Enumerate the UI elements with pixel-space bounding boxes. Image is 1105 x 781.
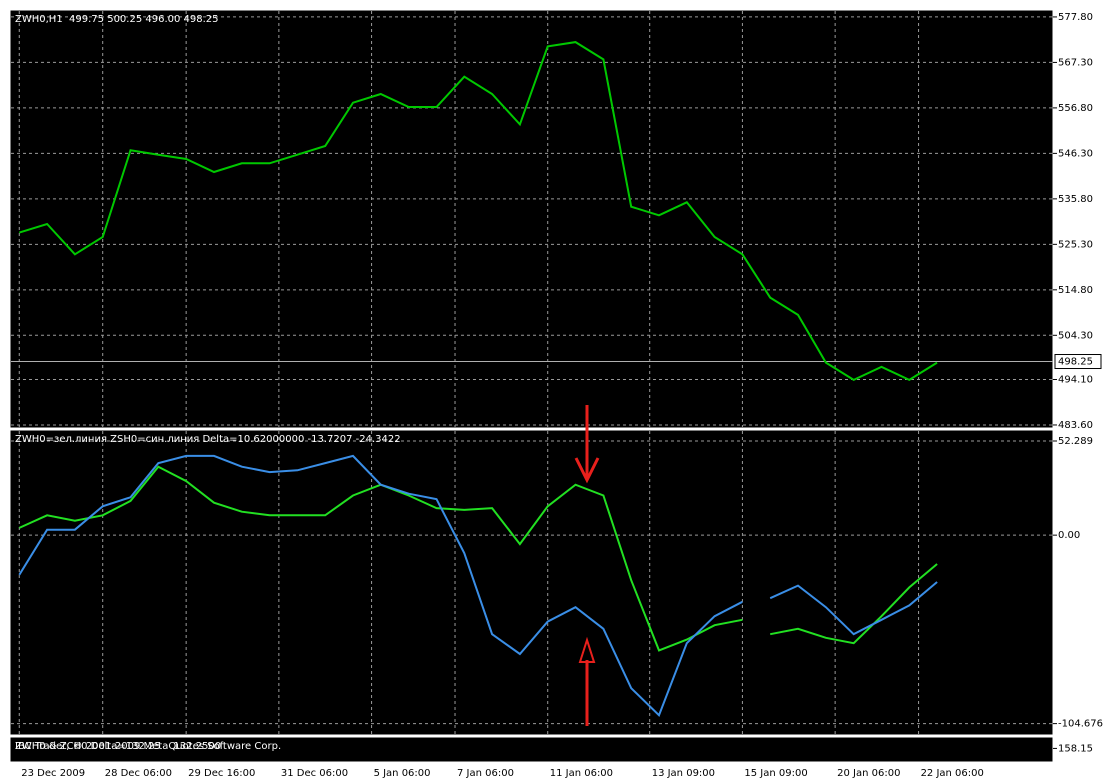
current-price-box <box>1054 354 1102 370</box>
x-tick-label: 31 Dec 06:00 <box>281 768 348 779</box>
y-tick-label: -104.676 <box>1058 719 1103 730</box>
x-tick-label: 29 Dec 16:00 <box>188 768 255 779</box>
y-tick-label: 556.80 <box>1058 103 1093 114</box>
indicator-panel <box>9 429 1054 736</box>
y-tick-label: 525.30 <box>1058 239 1093 250</box>
x-tick-label: 5 Jan 06:00 <box>374 768 431 779</box>
y-tick-label: 504.30 <box>1058 330 1093 341</box>
down-arrow-head <box>574 457 600 484</box>
x-tick-label: 22 Jan 06:00 <box>921 768 984 779</box>
y-tick-label: 577.80 <box>1058 12 1093 23</box>
y-tick-label: 0.00 <box>1058 530 1080 541</box>
y-tick-label: 158.15 <box>1058 743 1093 754</box>
y-tick-label: 52.289 <box>1058 436 1093 447</box>
x-tick-label: 15 Jan 09:00 <box>744 768 807 779</box>
data-line <box>19 41 938 382</box>
annotation-arrows <box>574 405 600 726</box>
up-arrow-head <box>578 636 596 663</box>
y-tick-label: 483.60 <box>1058 420 1093 431</box>
data-line <box>18 454 938 717</box>
annotation: IBC Trader, © 2001-2009 MetaQuotes Softw… <box>15 741 281 752</box>
x-tick-label: 7 Jan 06:00 <box>457 768 514 779</box>
current-price-label: 498.25 <box>1058 357 1093 368</box>
x-tick-label: 28 Dec 06:00 <box>105 768 172 779</box>
panel-title: ZWH0=зел.линия ZSH0=син.линия Delta=10.6… <box>15 434 401 445</box>
x-tick-label: 23 Dec 2009 <box>21 768 85 779</box>
x-tick-label: 11 Jan 06:00 <box>550 768 613 779</box>
y-tick-label: 514.80 <box>1058 285 1093 296</box>
y-tick-label: 535.80 <box>1058 194 1093 205</box>
panel-title: ZWH0 & ZCH0 Delta=132.25 132.2500 <box>15 741 221 752</box>
y-tick-label: 567.30 <box>1058 57 1093 68</box>
delta-panel <box>9 736 1054 763</box>
x-tick-label: 13 Jan 09:00 <box>652 768 715 779</box>
panel-title: ZWH0,H1 499.75 500.25 496.00 498.25 <box>15 14 219 25</box>
price-panel <box>9 9 1054 429</box>
y-tick-label: 494.10 <box>1058 374 1093 385</box>
x-tick-label: 20 Jan 06:00 <box>837 768 900 779</box>
y-tick-label: 546.30 <box>1058 148 1093 159</box>
marks: 23 Dec 2009 28 Dec 06:00 29 Dec 16:00 31 De… <box>11 11 1103 779</box>
